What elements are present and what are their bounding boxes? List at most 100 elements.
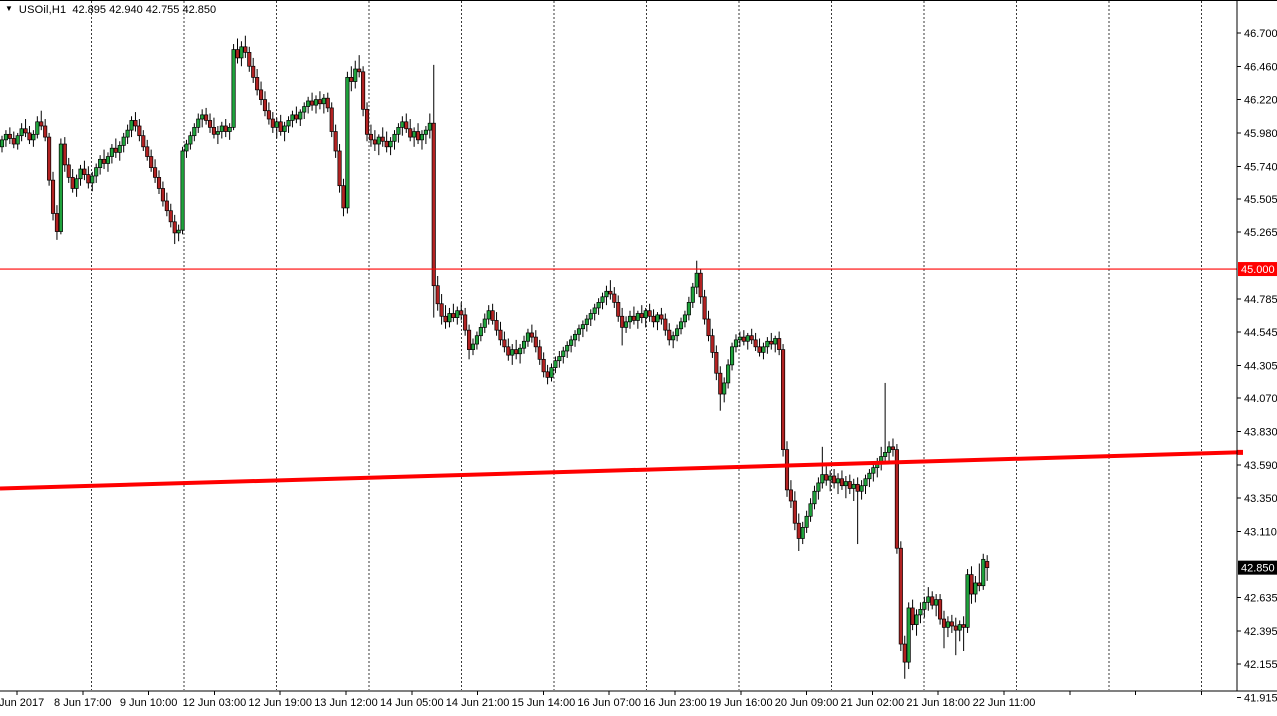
time-tick-label: 19 Jun 16:00 [709, 697, 773, 709]
price-tick-label: 43.830 [1244, 427, 1277, 439]
price-axis[interactable]: 46.700 46.460 46.220 45.980 45.740 45.505 45.2… [1237, 28, 1277, 705]
candle-body-bear [788, 489, 793, 502]
ohlc-values: 42.895 42.940 42.755 42.850 [72, 4, 217, 16]
candle-body-bear [262, 99, 268, 112]
chart-header: ▼ USOil,H1 42.895 42.940 42.755 42.850 [5, 4, 216, 16]
candle-body-bull [981, 558, 986, 587]
candle-body-bull [600, 296, 605, 303]
candle-body-bear [204, 114, 209, 121]
candle-body-bear [467, 329, 472, 350]
candle-body-bear [639, 313, 644, 319]
candle-body-bear [647, 310, 652, 317]
current-price-label: 42.850 [1238, 560, 1277, 575]
candle-body-bull [388, 140, 393, 148]
candle-body-bear [941, 618, 947, 628]
candle-body-bear [781, 349, 786, 450]
candle-body-bear [506, 346, 511, 356]
candle-body-bull [482, 318, 487, 328]
candle-body-bear [753, 339, 758, 348]
candle-body-bear [777, 338, 782, 350]
candle-body-bull [859, 485, 864, 492]
price-tick-label: 42.635 [1244, 593, 1277, 605]
candle-body-bull [129, 120, 134, 131]
candle-body-bear [855, 483, 860, 492]
candle-body-bear [341, 185, 346, 209]
candle-body-bear [380, 136, 385, 142]
candle-body-bear [168, 210, 173, 223]
candle-body-bear [145, 146, 150, 157]
price-tick-label: 46.220 [1244, 95, 1277, 107]
candle-body-bear [153, 167, 158, 178]
candle-body-bear [270, 118, 275, 128]
candle-body-bull [19, 128, 24, 137]
candle-body-bull [690, 286, 695, 303]
candle-body-bull [474, 335, 479, 345]
candle-body-bear [7, 133, 12, 139]
candle-body-bull [423, 129, 428, 135]
candle-body-bull [518, 347, 523, 355]
candle-body-bull [694, 272, 699, 288]
candle-body-bull [215, 131, 220, 135]
time-axis[interactable]: 8 Jun 2017 8 Jun 17:00 9 Jun 10:00 12 Jun 0… [0, 691, 1202, 709]
candle-body-bear [494, 320, 499, 331]
trendline[interactable] [0, 450, 1238, 491]
candle-body-bull [35, 121, 40, 135]
candle-body-bear [54, 213, 60, 232]
candle-body-bull [549, 367, 554, 378]
candle-body-bull [125, 129, 130, 138]
candle-body-bear [769, 340, 774, 345]
candle-body-bear [211, 127, 217, 135]
candle-body-bear [133, 120, 138, 127]
candle-body-bull [180, 150, 185, 231]
candle-body-bull [729, 346, 735, 366]
candle-body-bear [757, 346, 762, 353]
time-tick-label: 16 Jun 07:00 [577, 697, 641, 709]
candle-body-bull [918, 608, 923, 616]
candle-body-bear [663, 318, 668, 331]
candle-body-bear [86, 174, 91, 184]
candle-body-bull [886, 446, 892, 453]
candle-body-bull [98, 158, 103, 168]
candle-body-bear [43, 125, 48, 138]
candle-body-bull [561, 350, 566, 357]
candle-body-bear [255, 77, 260, 91]
candle-body-bear [368, 133, 374, 141]
candle-body-bull [105, 156, 111, 164]
candle-body-bear [953, 625, 958, 631]
candle-body-bear [337, 150, 342, 187]
candle-body-bear [631, 315, 636, 321]
candle-body-bear [329, 107, 334, 132]
candle-body-bull [863, 478, 868, 487]
candle-body-bull [478, 327, 483, 337]
time-tick-label: 8 Jun 17:00 [54, 697, 112, 709]
candle-body-bull [835, 478, 841, 484]
candle-body-bull [584, 318, 589, 325]
candle-body-bear [278, 121, 283, 132]
triangle-down-icon[interactable]: ▼ [5, 4, 13, 13]
candle-body-bull [396, 127, 401, 135]
candle-body-bull [572, 333, 578, 341]
candle-body-bull [812, 490, 817, 505]
price-tick-label: 44.305 [1244, 361, 1277, 373]
candle-body-bear [847, 481, 852, 489]
candle-body-bull [470, 343, 476, 350]
candle-body-bull [945, 621, 950, 628]
candle-body-bull [188, 135, 193, 145]
price-line-label-text: 45.000 [1241, 264, 1275, 276]
time-tick-label: 12 Jun 19:00 [248, 697, 312, 709]
time-tick-label: 13 Jun 12:00 [314, 697, 378, 709]
candle-body-bear [792, 500, 797, 524]
candle-body-bear [902, 643, 907, 663]
time-tick-label: 16 Jun 23:00 [643, 697, 707, 709]
candle-body-bull [400, 121, 405, 128]
candle-body-bear [47, 136, 52, 181]
candle-body-bull [90, 175, 95, 184]
candle-body-bear [361, 71, 366, 110]
candle-body-bear [11, 138, 16, 145]
candle-body-bear [938, 599, 943, 620]
candle-body-bull [353, 68, 358, 82]
price-tick-label: 46.460 [1244, 61, 1277, 73]
candle-body-bull [906, 607, 911, 663]
candle-body-bear [443, 315, 448, 323]
